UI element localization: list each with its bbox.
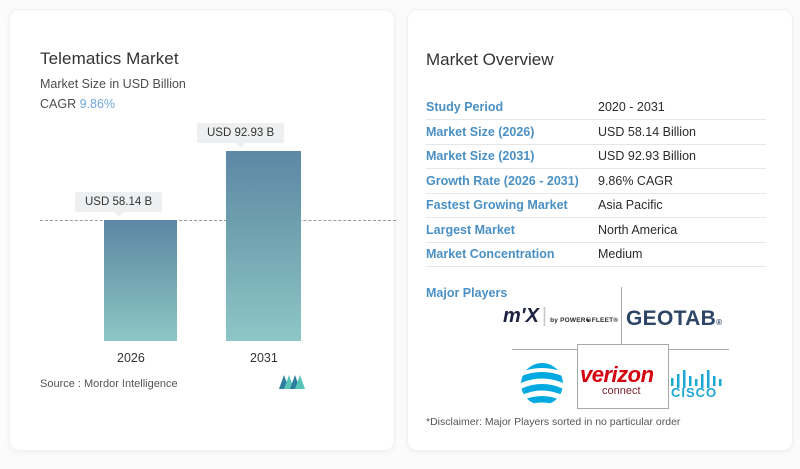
svg-text:connect: connect	[602, 385, 641, 397]
svg-text:verizon: verizon	[580, 363, 654, 387]
svg-text:CISCO: CISCO	[671, 385, 717, 398]
